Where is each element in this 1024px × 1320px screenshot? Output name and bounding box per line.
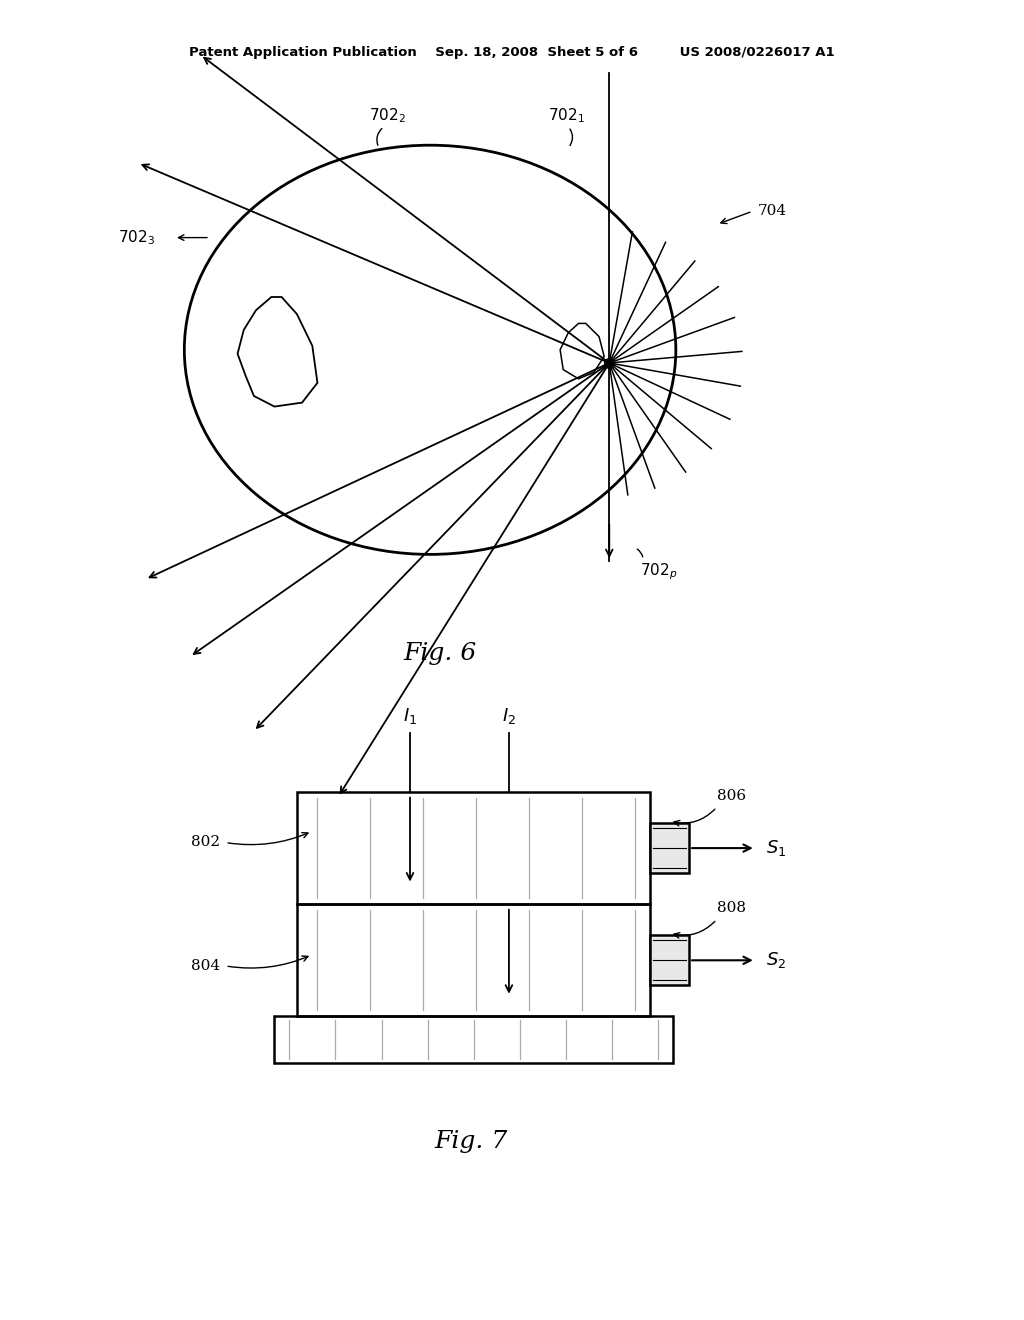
Text: 704: 704	[758, 205, 786, 218]
Text: 804: 804	[191, 958, 220, 973]
Text: $I_1$: $I_1$	[402, 706, 417, 726]
Bar	[274, 1016, 673, 1063]
Bar	[650, 935, 689, 985]
Text: $702_1$: $702_1$	[548, 107, 585, 125]
Text: $S_1$: $S_1$	[766, 838, 786, 858]
Text: Patent Application Publication    Sep. 18, 2008  Sheet 5 of 6         US 2008/02: Patent Application Publication Sep. 18, …	[189, 46, 835, 59]
Text: $702_3$: $702_3$	[118, 228, 155, 247]
Bar	[650, 824, 689, 874]
Text: 802: 802	[191, 836, 220, 850]
Text: 808: 808	[717, 902, 745, 916]
Text: 806: 806	[717, 789, 745, 803]
Text: $I_2$: $I_2$	[502, 706, 516, 726]
Text: Fig. 6: Fig. 6	[403, 642, 477, 665]
Bar	[297, 904, 650, 1016]
Text: $S_2$: $S_2$	[766, 950, 786, 970]
Text: $702_2$: $702_2$	[369, 107, 406, 125]
Bar	[297, 792, 650, 904]
Text: Fig. 7: Fig. 7	[434, 1130, 508, 1154]
Text: $702_p$: $702_p$	[640, 561, 678, 582]
